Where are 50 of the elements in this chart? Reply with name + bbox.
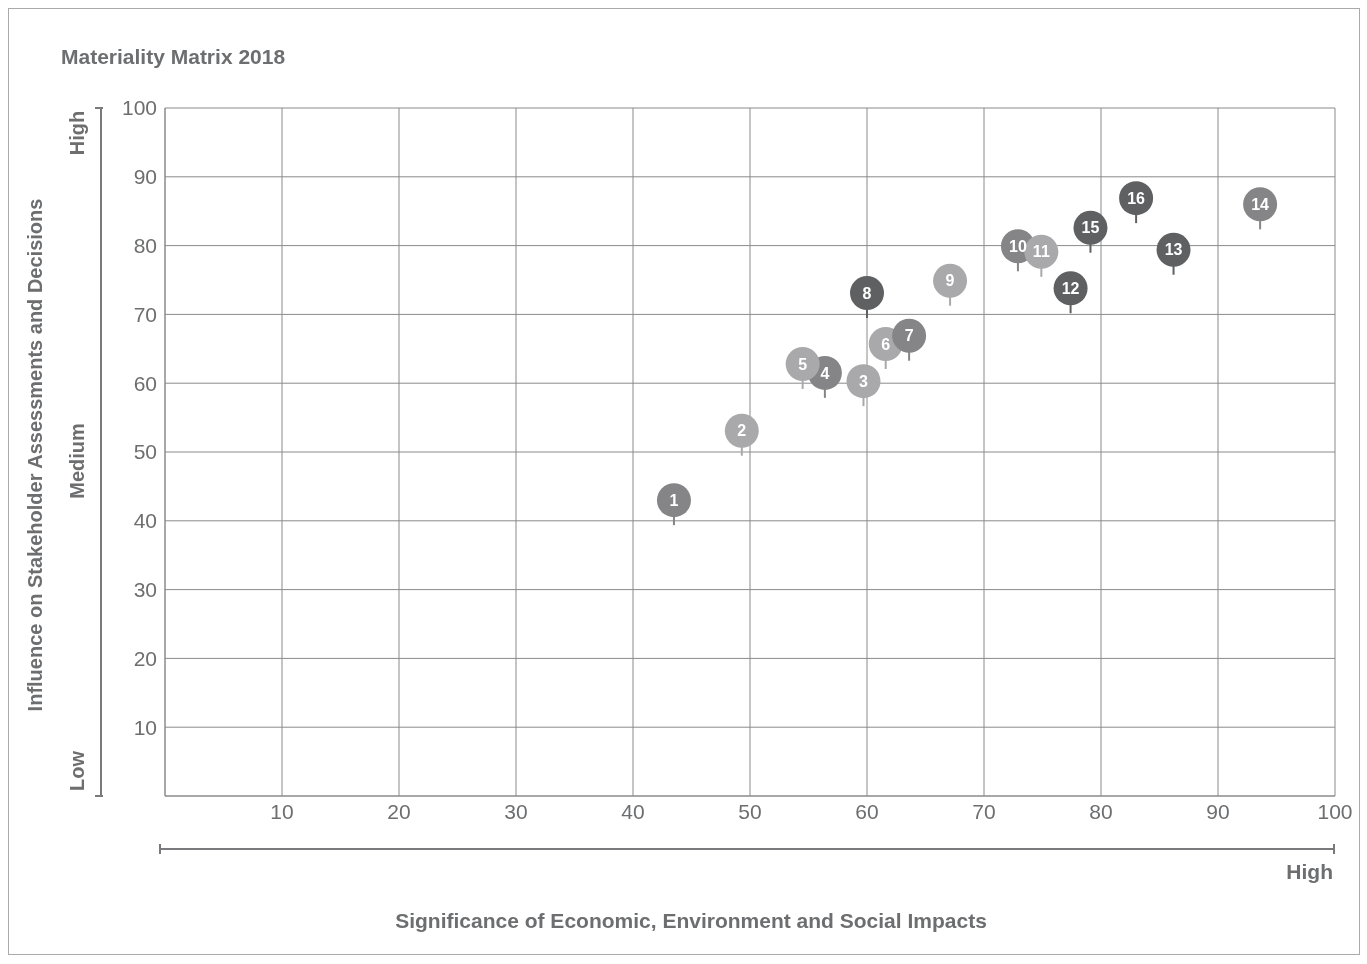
y-tick-label: 50 [133,440,157,464]
y-axis-title: Influence on Stakeholder Assessments and Decisions [23,198,47,712]
annotation: 13 [1164,241,1183,259]
annotation: 5 [798,355,808,373]
annotation: 16 [1127,189,1146,207]
text: Low [65,751,89,791]
x-tick-label: 100 [1317,799,1353,823]
text: High [1286,860,1333,884]
annotation: 1 [669,491,679,509]
x-tick-label: 20 [387,799,411,823]
point [850,276,884,311]
y-tick-label: 60 [133,371,157,395]
x-axis-title: Significance of Economic, Environment and Social Impacts [395,909,987,933]
y-tick-label: 70 [133,302,157,326]
point [656,483,691,518]
annotation: 6 [881,335,891,353]
annotation: 4 [820,364,830,382]
text: Medium [65,423,89,499]
annotation: 3 [859,372,869,390]
x-tick-label: 40 [621,799,645,823]
annotation: 10 [1009,237,1027,255]
annotation: 15 [1081,219,1100,237]
annotation: 14 [1251,196,1270,213]
text: High [65,110,89,156]
x-tick-label: 60 [855,799,879,823]
y-tick-label: 10 [133,715,157,739]
point [892,318,927,353]
point [933,263,968,298]
x-tick-label: 10 [270,799,294,823]
point [846,364,881,399]
y-tick-label: 20 [133,646,157,670]
x-tick-label: 50 [738,799,762,823]
annotation: 7 [904,327,914,345]
x-tick-label: 70 [972,799,996,823]
y-tick-label: 80 [133,234,157,258]
annotation: 12 [1061,279,1080,297]
x-tick-label: 90 [1206,799,1230,823]
annotation: 2 [737,422,747,440]
x-tick-label: 80 [1089,799,1113,823]
y-tick-label: 100 [121,96,157,120]
annotation: 8 [862,284,872,302]
y-tick-label: 30 [133,578,157,602]
chart-title: Materiality Matrix 2018 [61,45,286,69]
point [785,346,820,381]
y-tick-label: 40 [133,509,157,533]
point [724,413,759,448]
x-tick-label: 30 [504,799,528,823]
annotation: 11 [1032,243,1050,261]
y-tick-label: 90 [133,165,157,189]
annotation: 9 [945,272,955,290]
